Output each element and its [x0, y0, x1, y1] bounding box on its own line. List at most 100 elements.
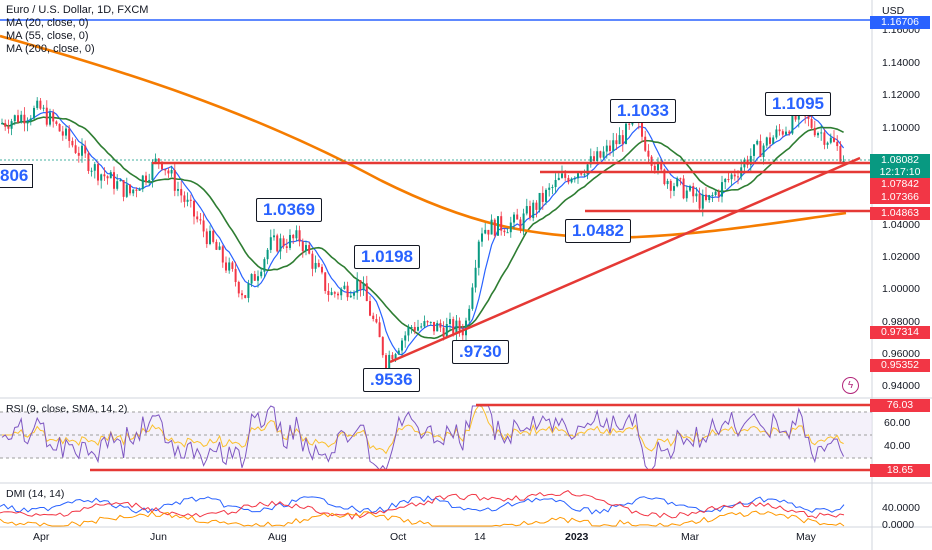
price-axis-tick: 1.10000 [882, 121, 920, 134]
candle-body [685, 190, 688, 199]
candle-body [113, 172, 115, 189]
candle-body [529, 206, 531, 219]
dmi-minus-line [0, 490, 845, 520]
candle-body [177, 189, 179, 191]
price-tag: 0.97314 [870, 326, 930, 339]
candle-body [612, 140, 615, 151]
candle-body [423, 321, 426, 327]
price-callout[interactable]: 1.1095 [765, 92, 831, 116]
candle-body [106, 176, 109, 179]
candle-body [228, 262, 231, 271]
rsi-title[interactable]: RSI (9, close, SMA, 14, 2) [6, 403, 128, 415]
price-axis-tick: 0.96000 [882, 347, 920, 360]
candle-body [164, 169, 167, 171]
candle-body [301, 241, 304, 252]
lightning-icon[interactable]: ϟ [842, 377, 859, 394]
candle-body [305, 245, 307, 252]
rsi-level-tag: 76.03 [870, 399, 930, 412]
candle-body [673, 186, 675, 191]
candle-body [151, 161, 154, 180]
candle-body [215, 241, 218, 250]
candle-body [813, 127, 816, 136]
candle-body [29, 118, 32, 121]
candle-body [749, 155, 752, 165]
candle-body [839, 146, 842, 162]
candle-body [378, 322, 381, 338]
candle-body [407, 327, 410, 336]
ma55-legend[interactable]: MA (55, close, 0) [6, 30, 89, 42]
candle-body [285, 246, 288, 248]
candle-body [97, 164, 99, 181]
candle-body [605, 145, 608, 152]
price-axis-tick: 1.00000 [882, 283, 920, 296]
candle-body [775, 129, 778, 138]
candle-body [711, 194, 714, 196]
candle-body [781, 131, 784, 135]
candle-body [695, 193, 698, 197]
candle-body [218, 246, 221, 250]
candle-body [541, 192, 544, 202]
time-axis-label: Mar [681, 531, 700, 543]
candle-body [87, 153, 90, 171]
candle-body [500, 216, 503, 231]
candle-body [791, 112, 794, 134]
candle-body [445, 324, 448, 338]
candle-body [836, 141, 839, 147]
candle-body [349, 295, 352, 298]
candle-body [292, 234, 295, 239]
price-callout[interactable]: 1.1033 [610, 99, 676, 123]
candle-body [788, 131, 791, 134]
candle-body [196, 216, 199, 220]
adx-line [0, 510, 845, 527]
candle-body [676, 178, 679, 187]
candle-body [516, 214, 519, 220]
candle-body [269, 237, 272, 250]
price-callout[interactable]: 1.0369 [256, 198, 322, 222]
currency-label: USD [882, 5, 905, 17]
candle-body [365, 283, 368, 302]
candle-body [765, 137, 768, 146]
candle-body [33, 107, 35, 119]
ma200-legend[interactable]: MA (200, close, 0) [6, 43, 95, 55]
price-callout[interactable]: 1.0198 [354, 245, 420, 269]
candle-body [730, 174, 733, 180]
candle-body [13, 115, 16, 122]
candle-body [161, 161, 163, 170]
trendline [389, 156, 861, 364]
price-callout[interactable]: .9536 [363, 368, 420, 392]
price-tag: 1.08082 [870, 154, 930, 167]
candle-body [471, 287, 474, 309]
candle-body [74, 145, 77, 153]
candle-body [589, 156, 592, 165]
candle-body [477, 241, 480, 268]
candle-body [282, 238, 285, 247]
candle-body [132, 189, 135, 194]
price-callout[interactable]: .9730 [452, 340, 509, 364]
dmi-axis-tick: 0.0000 [882, 519, 915, 531]
candle-body [266, 249, 269, 260]
candle-body [701, 194, 704, 209]
ma20-legend[interactable]: MA (20, close, 0) [6, 17, 89, 29]
price-callout[interactable]: 1.0482 [565, 219, 631, 243]
candle-body [580, 173, 583, 175]
candle-body [388, 354, 391, 369]
candle-body [410, 326, 413, 328]
candle-body [173, 169, 176, 191]
price-tag: 1.07842 [870, 178, 930, 191]
candle-body [807, 116, 810, 119]
candle-body [84, 145, 87, 154]
candle-body [276, 235, 279, 252]
candle-body [68, 128, 71, 141]
candle-body [119, 180, 122, 182]
candle-body [842, 161, 845, 163]
candle-body [125, 184, 128, 197]
candle-body [17, 115, 19, 123]
candle-body [609, 145, 611, 151]
candle-body [369, 301, 371, 316]
candle-body [509, 222, 512, 233]
price-tag: 0.95352 [870, 359, 930, 372]
candle-body [71, 140, 74, 146]
candle-body [481, 233, 483, 242]
dmi-title[interactable]: DMI (14, 14) [6, 488, 65, 500]
